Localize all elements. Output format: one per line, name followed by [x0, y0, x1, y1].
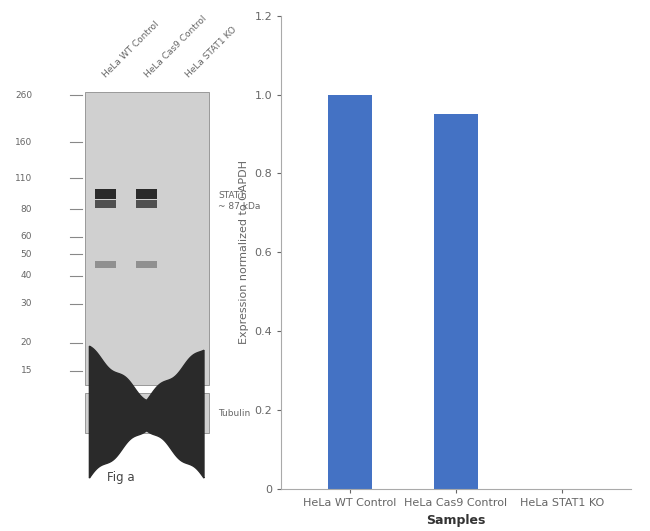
- Text: STAT1
~ 87 kDa: STAT1 ~ 87 kDa: [218, 191, 261, 211]
- Bar: [434, 114, 478, 489]
- Text: 40: 40: [21, 271, 32, 280]
- Text: HeLa Cas9 Control: HeLa Cas9 Control: [143, 14, 208, 80]
- FancyBboxPatch shape: [94, 189, 116, 199]
- Text: HeLa WT Control: HeLa WT Control: [101, 20, 161, 80]
- Text: HeLa STAT1 KO: HeLa STAT1 KO: [184, 25, 239, 80]
- FancyBboxPatch shape: [94, 261, 116, 268]
- Text: Fig a: Fig a: [107, 471, 135, 484]
- X-axis label: Samples: Samples: [426, 514, 486, 527]
- Text: 30: 30: [21, 299, 32, 309]
- Text: 20: 20: [21, 338, 32, 347]
- Text: 15: 15: [21, 366, 32, 375]
- Text: 260: 260: [15, 91, 32, 100]
- Polygon shape: [90, 346, 204, 478]
- Bar: [328, 95, 372, 489]
- Text: 50: 50: [21, 250, 32, 259]
- FancyBboxPatch shape: [84, 91, 209, 384]
- FancyBboxPatch shape: [136, 201, 157, 208]
- Text: 60: 60: [21, 233, 32, 241]
- Text: 110: 110: [15, 174, 32, 183]
- Text: 160: 160: [15, 138, 32, 147]
- Text: Tubulin: Tubulin: [218, 409, 250, 418]
- FancyBboxPatch shape: [136, 189, 157, 199]
- FancyBboxPatch shape: [84, 393, 209, 433]
- FancyBboxPatch shape: [94, 201, 116, 208]
- Y-axis label: Expression normalized to GAPDH: Expression normalized to GAPDH: [239, 160, 249, 344]
- Text: 80: 80: [21, 204, 32, 213]
- FancyBboxPatch shape: [136, 261, 157, 268]
